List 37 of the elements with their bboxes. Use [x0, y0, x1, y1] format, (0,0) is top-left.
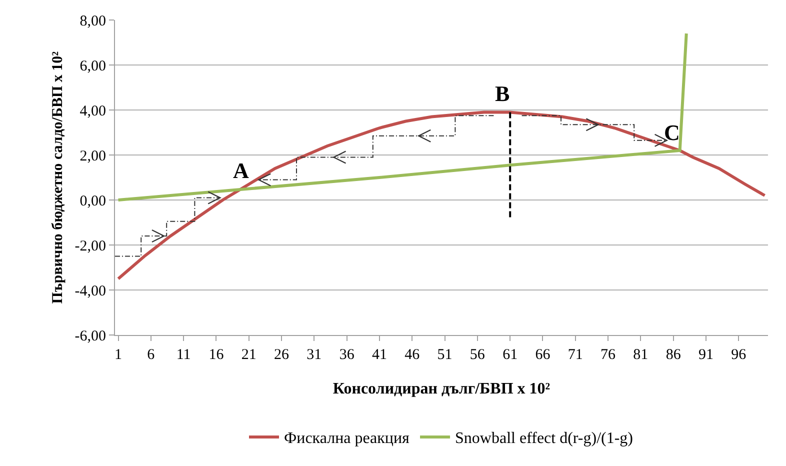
annotation: A: [233, 158, 249, 183]
x-tick-label: 1: [114, 347, 122, 363]
x-tick-label: 56: [470, 347, 486, 363]
y-tick-label: 0,00: [80, 193, 106, 210]
x-tick-label: 46: [404, 347, 420, 363]
legend-label: Фискална реакция: [284, 430, 410, 448]
x-tick-label: 61: [502, 347, 518, 363]
y-tick-label: -4,00: [74, 283, 106, 300]
y-tick-label: -6,00: [74, 328, 106, 344]
x-tick-label: 76: [600, 347, 616, 363]
x-axis-title: Консолидиран дълг/БВП x 10²: [332, 380, 550, 398]
x-tick-label: 41: [372, 347, 387, 363]
x-tick-label: 31: [306, 347, 322, 363]
y-axis-title: Първично бюджетно салдо/БВП x 10²: [50, 50, 66, 304]
x-tick-label: 81: [633, 347, 648, 363]
x-tick-label: 16: [208, 347, 224, 363]
x-tick-label: 26: [274, 347, 290, 363]
x-tick-label: 91: [698, 347, 714, 363]
line-series: [116, 32, 688, 202]
x-tick-label: 86: [666, 347, 682, 363]
annotation: C: [664, 120, 680, 145]
x-tick-label: 51: [437, 347, 452, 363]
x-tick-label: 21: [241, 347, 256, 363]
y-tick-label: 8,00: [80, 13, 106, 30]
x-tick-label: 11: [176, 347, 191, 363]
x-tick-label: 96: [731, 347, 747, 363]
line-series: [116, 110, 766, 280]
annotation: B: [495, 81, 510, 106]
x-tick-label: 6: [147, 347, 156, 363]
x-tick-label: 66: [535, 347, 551, 363]
legend-label: Snowball effect d(r-g)/(1-g): [455, 430, 634, 448]
y-tick-label: 4,00: [80, 103, 106, 120]
y-tick-label: -2,00: [74, 238, 106, 254]
y-tick-label: 6,00: [80, 58, 106, 74]
x-tick-label: 36: [339, 347, 355, 363]
y-tick-label: 2,00: [80, 148, 106, 164]
x-tick-label: 71: [568, 347, 583, 363]
